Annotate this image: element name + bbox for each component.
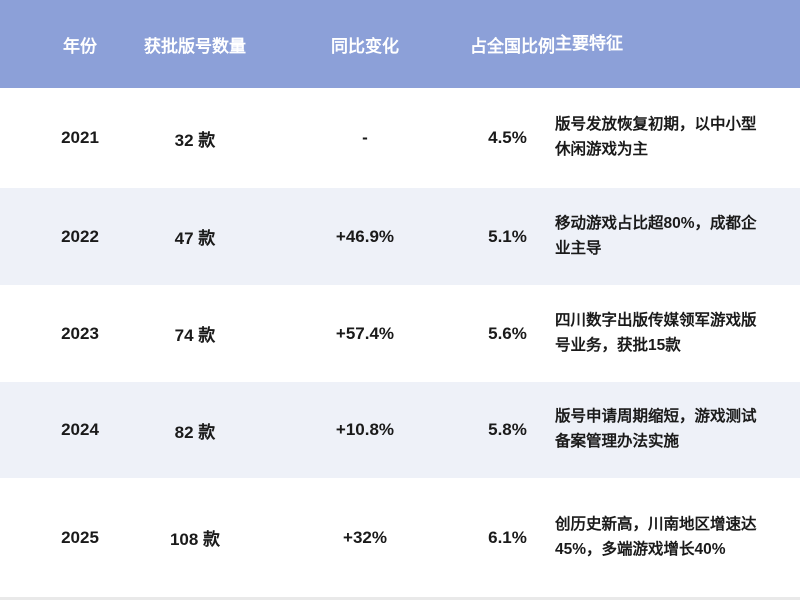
- yoy-cell: +57.4%: [335, 323, 395, 343]
- share-cell: 5.1%: [488, 226, 527, 246]
- count-cell: 82 款: [174, 422, 216, 442]
- table-row-2024: 2024 82 款 +10.8% 5.8% 版号申请周期缩短，游戏测试备案管理办…: [0, 382, 800, 478]
- yoy-cell: -: [362, 128, 368, 147]
- features-cell: 四川数字出版传媒领军游戏版号业务，获批15款: [555, 311, 757, 354]
- share-cell: 5.6%: [488, 323, 527, 343]
- year-cell: 2024: [61, 420, 99, 439]
- share-cell: 5.8%: [488, 420, 527, 439]
- year-cell: 2025: [61, 527, 99, 547]
- year-cell: 2023: [61, 323, 99, 343]
- year-cell: 2021: [61, 128, 99, 147]
- column-header-year: 年份: [63, 36, 97, 56]
- count-cell: 32 款: [174, 130, 216, 150]
- share-cell: 4.5%: [488, 128, 527, 147]
- table-row-2021: 2021 32 款 - 4.5% 版号发放恢复初期，以中小型休闲游戏为主: [0, 88, 800, 188]
- table-row-2025: 2025 108 款 +32% 6.1% 创历史新高，川南地区增速达45%，多端…: [0, 478, 800, 597]
- column-header-count: 获批版号数量: [144, 36, 246, 56]
- table-row-2023: 2023 74 款 +57.4% 5.6% 四川数字出版传媒领军游戏版号业务，获…: [0, 285, 800, 382]
- count-cell: 108 款: [169, 530, 221, 549]
- yoy-cell: +10.8%: [335, 420, 395, 439]
- column-header-features: 主要特征: [555, 33, 623, 53]
- column-header-share: 占全国比例: [470, 36, 555, 56]
- yoy-cell: +46.9%: [335, 226, 395, 246]
- share-cell: 6.1%: [488, 527, 527, 547]
- features-cell: 创历史新高，川南地区增速达45%，多端游戏增长40%: [555, 515, 757, 558]
- table-row-2022: 2022 47 款 +46.9% 5.1% 移动游戏占比超80%，成都企业主导: [0, 188, 800, 285]
- count-cell: 47 款: [174, 229, 216, 248]
- features-cell: 版号申请周期缩短，游戏测试备案管理办法实施: [555, 408, 757, 450]
- bottom-divider: [0, 597, 800, 600]
- features-cell: 移动游戏占比超80%，成都企业主导: [555, 214, 757, 257]
- features-cell: 版号发放恢复初期，以中小型休闲游戏为主: [555, 116, 757, 158]
- year-cell: 2022: [61, 226, 99, 246]
- count-cell: 74 款: [174, 326, 216, 345]
- yoy-cell: +32%: [343, 527, 387, 547]
- table-header-row: 年份 获批版号数量 同比变化 占全国比例 主要特征: [0, 0, 800, 88]
- column-header-yoy: 同比变化: [331, 36, 399, 56]
